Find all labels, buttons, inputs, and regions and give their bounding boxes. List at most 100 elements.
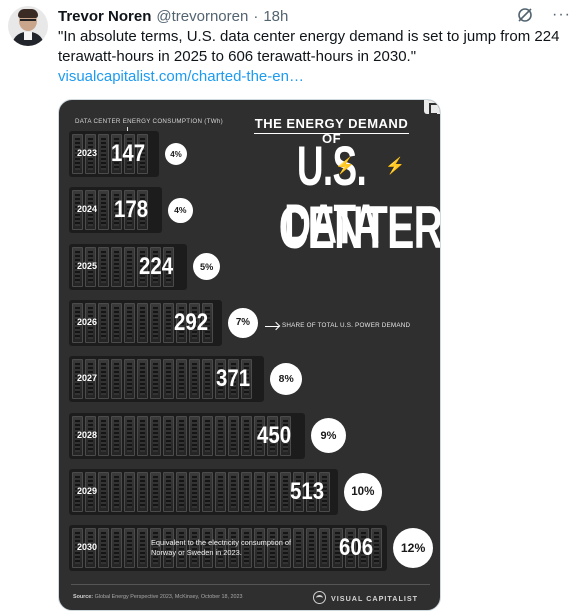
year-label: 2029 bbox=[77, 485, 98, 496]
chart-bar bbox=[69, 412, 305, 459]
server-rack-icon bbox=[176, 471, 187, 512]
year-label: 2025 bbox=[77, 260, 98, 271]
year-label: 2023 bbox=[77, 148, 98, 158]
source-label: Source: bbox=[73, 594, 94, 600]
source-note: Source: Global Energy Perspective 2023, … bbox=[73, 594, 243, 600]
grok-icon[interactable] bbox=[516, 6, 534, 24]
server-rack-icon bbox=[98, 528, 109, 569]
year-label: 2026 bbox=[77, 316, 98, 327]
server-rack-icon bbox=[228, 359, 239, 400]
server-rack-icon bbox=[111, 246, 122, 287]
year-label: 2024 bbox=[77, 204, 98, 215]
server-rack-icon bbox=[267, 471, 278, 512]
server-rack-icon bbox=[150, 471, 161, 512]
server-rack-icon bbox=[215, 359, 226, 400]
server-rack-icon bbox=[72, 415, 83, 456]
share-percent-badge: 4% bbox=[168, 197, 193, 223]
chart-subtitle: DATA CENTER ENERGY CONSUMPTION (TWh) bbox=[75, 118, 223, 125]
server-rack-icon bbox=[98, 302, 109, 343]
right-arrow-icon bbox=[265, 326, 279, 327]
server-rack-icon bbox=[85, 415, 96, 456]
server-rack-icon bbox=[189, 302, 200, 343]
server-rack-icon bbox=[137, 415, 148, 456]
more-options-icon[interactable]: ··· bbox=[552, 6, 571, 23]
server-rack-icon bbox=[72, 471, 83, 512]
server-rack-icon bbox=[163, 415, 174, 456]
server-rack-icon bbox=[319, 528, 330, 569]
server-rack-icon bbox=[345, 528, 356, 569]
server-rack-icon bbox=[163, 528, 174, 569]
server-rack-icon bbox=[150, 359, 161, 400]
tweet-actions: ··· bbox=[516, 6, 571, 24]
year-label: 2028 bbox=[77, 429, 98, 440]
server-rack-icon bbox=[332, 528, 343, 569]
value-label: 606 bbox=[339, 534, 374, 562]
server-rack-icon bbox=[241, 415, 252, 456]
server-rack-icon bbox=[98, 415, 109, 456]
server-rack-icon bbox=[254, 415, 265, 456]
value-label: 292 bbox=[174, 308, 209, 336]
server-rack-icon bbox=[85, 134, 96, 174]
corner-logo-icon bbox=[424, 100, 440, 115]
author-handle[interactable]: @trevornoren bbox=[156, 7, 249, 25]
chart-bar bbox=[69, 187, 162, 234]
server-rack-icon bbox=[85, 359, 96, 400]
server-rack-icon bbox=[124, 134, 135, 174]
chart-bar bbox=[69, 468, 338, 515]
avatar-collar bbox=[24, 32, 32, 40]
chart-bar bbox=[69, 131, 159, 177]
share-percent-badge: 9% bbox=[311, 418, 346, 453]
tweet-link[interactable]: visualcapitalist.com/charted-the-en… bbox=[58, 68, 304, 85]
server-rack-icon bbox=[111, 415, 122, 456]
value-label: 371 bbox=[216, 365, 251, 393]
chart-bar bbox=[69, 525, 387, 572]
server-rack-icon bbox=[202, 302, 213, 343]
tweet-timestamp[interactable]: 18h bbox=[263, 7, 289, 25]
server-rack-icon bbox=[267, 415, 278, 456]
server-rack-icon bbox=[85, 302, 96, 343]
server-rack-icon bbox=[202, 359, 213, 400]
server-rack-icon bbox=[124, 471, 135, 512]
chart-bar bbox=[69, 356, 264, 403]
server-rack-icon bbox=[241, 528, 252, 569]
chart-bar bbox=[69, 299, 222, 346]
value-label: 450 bbox=[257, 421, 292, 449]
infographic-image[interactable]: DATA CENTER ENERGY CONSUMPTION (TWh) THE… bbox=[58, 99, 441, 611]
author-name[interactable]: Trevor Noren bbox=[58, 7, 152, 25]
server-rack-icon bbox=[228, 528, 239, 569]
server-rack-icon bbox=[371, 528, 382, 569]
server-rack-icon bbox=[280, 415, 291, 456]
server-rack-icon bbox=[137, 302, 148, 343]
year-label: 2030 bbox=[77, 542, 98, 553]
title-line-2: CENTERS bbox=[278, 194, 441, 261]
server-rack-icon bbox=[85, 528, 96, 569]
value-label: 224 bbox=[139, 252, 174, 280]
share-percent-badge: 8% bbox=[270, 362, 303, 396]
server-rack-icon bbox=[124, 359, 135, 400]
server-rack-icon bbox=[72, 190, 83, 231]
share-label: SHARE OF TOTAL U.S. POWER DEMAND bbox=[282, 322, 411, 329]
server-rack-icon bbox=[111, 190, 122, 231]
server-rack-icon bbox=[111, 359, 122, 400]
server-rack-icon bbox=[189, 471, 200, 512]
server-rack-icon bbox=[72, 302, 83, 343]
server-rack-icon bbox=[202, 415, 213, 456]
server-rack-icon bbox=[202, 528, 213, 569]
server-rack-icon bbox=[98, 190, 109, 231]
server-rack-icon bbox=[163, 246, 174, 287]
footer-divider bbox=[71, 584, 430, 585]
server-rack-icon bbox=[319, 471, 330, 512]
server-rack-icon bbox=[189, 359, 200, 400]
server-rack-icon bbox=[215, 415, 226, 456]
server-rack-icon bbox=[189, 415, 200, 456]
lightning-bolt-icon: ⚡ bbox=[385, 158, 405, 175]
share-percent-badge: 5% bbox=[193, 252, 221, 281]
lightning-bolt-icon: ⚡ bbox=[335, 158, 355, 175]
server-rack-icon bbox=[150, 246, 161, 287]
server-rack-icon bbox=[176, 302, 187, 343]
author-avatar[interactable] bbox=[8, 6, 48, 46]
server-rack-icon bbox=[150, 415, 161, 456]
server-rack-icon bbox=[111, 471, 122, 512]
value-label: 513 bbox=[290, 477, 325, 505]
